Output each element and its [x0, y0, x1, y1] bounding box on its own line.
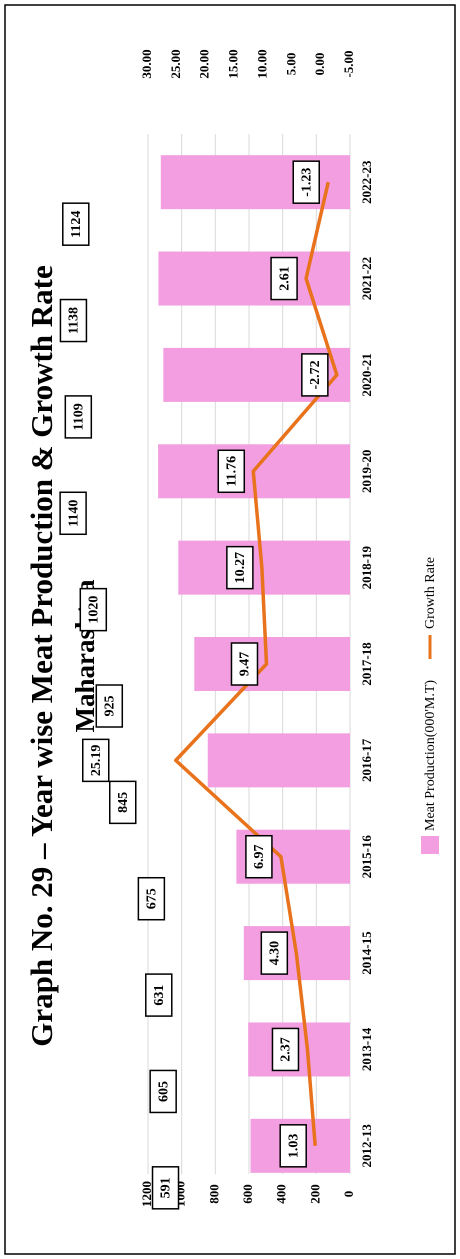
bar-value-label: 1124 — [69, 211, 84, 238]
y2-tick-label: 30.00 — [139, 49, 154, 78]
bar — [160, 155, 350, 210]
growth-line — [174, 181, 339, 1146]
line-value-label: -2.72 — [308, 360, 323, 389]
bar-value-label: 631 — [152, 985, 167, 1006]
line-value-label: 11.76 — [224, 456, 239, 487]
line-value-label-box — [301, 353, 329, 397]
line-value-label: 25.19 — [89, 745, 104, 777]
bar-value-label-box — [137, 876, 166, 921]
y2-tick-label: -5.00 — [341, 50, 356, 77]
y2-tick-label: 5.00 — [283, 53, 298, 76]
bar-value-label-box — [79, 587, 108, 632]
bar — [178, 540, 350, 595]
line-value-label: 2.61 — [277, 266, 292, 291]
legend-swatch-bar — [421, 836, 439, 854]
line-value-label-box — [226, 545, 254, 590]
bar-value-label: 845 — [116, 792, 131, 813]
x-tick-label: 2017-18 — [359, 642, 374, 686]
chart-title: Graph No. 29 – Year wise Meat Production… — [24, 265, 59, 1047]
line-value-label-box — [230, 642, 259, 686]
bar-value-label: 1138 — [67, 307, 82, 334]
x-tick-label: 2019-20 — [359, 450, 374, 493]
bar — [194, 637, 350, 691]
line-value-label-box — [292, 160, 320, 204]
line-value-label: 10.27 — [233, 552, 248, 584]
line-value-label: 6.97 — [252, 844, 267, 869]
x-tick-label: 2015-16 — [359, 835, 374, 879]
y2-tick-label: 20.00 — [197, 49, 212, 78]
line-value-label: 9.47 — [238, 652, 253, 677]
bar-value-label-box — [62, 202, 90, 246]
line-value-label: 1.03 — [286, 1134, 301, 1159]
bar-value-label-box — [59, 491, 87, 536]
y2-tick-label: 25.00 — [168, 49, 183, 78]
bar — [207, 733, 350, 788]
y-tick-label: 0 — [341, 1191, 356, 1198]
y2-tick-label: 15.00 — [226, 49, 241, 78]
bar-value-label: 591 — [159, 1177, 174, 1198]
line-value-label-box — [260, 931, 289, 975]
x-tick-label: 2014-15 — [359, 931, 374, 975]
bar-value-label: 1020 — [87, 596, 102, 624]
line-value-label-box — [270, 256, 298, 301]
x-tick-label: 2022-23 — [359, 160, 374, 204]
x-tick-label: 2020-21 — [359, 353, 374, 396]
bar-value-label-box — [149, 1069, 177, 1114]
y-tick-label: 1200 — [139, 1181, 154, 1207]
bar-value-label: 675 — [145, 888, 160, 909]
x-tick-label: 2021-22 — [359, 257, 374, 300]
bar-value-label: 925 — [103, 696, 118, 717]
y-tick-label: 200 — [307, 1184, 322, 1204]
bar — [158, 251, 350, 306]
line-value-label: 2.37 — [279, 1037, 294, 1062]
line-value-label-box — [217, 449, 246, 494]
bar-value-label: 1109 — [72, 403, 87, 430]
bar-value-label-box — [145, 973, 173, 1017]
line-value-label-box — [245, 834, 273, 879]
y-tick-label: 600 — [240, 1184, 255, 1204]
x-tick-label: 2013-14 — [359, 1027, 374, 1071]
line-value-label: 4.30 — [268, 941, 283, 966]
line-value-label-box — [271, 1027, 300, 1072]
bar-value-label-box — [95, 684, 124, 728]
line-value-label-box — [279, 1124, 307, 1168]
x-tick-label: 2012-13 — [359, 1124, 374, 1168]
y2-tick-label: 0.00 — [312, 53, 327, 76]
legend-label: Growth Rate — [423, 557, 438, 629]
y2-tick-label: 10.00 — [254, 49, 269, 78]
line-value-label-box — [82, 738, 110, 783]
bar-value-label: 605 — [156, 1081, 171, 1102]
bar-value-label-box — [59, 298, 88, 343]
y-tick-label: 400 — [274, 1184, 289, 1204]
bar-value-label: 1140 — [66, 500, 81, 527]
x-tick-label: 2018-19 — [359, 545, 374, 589]
line-value-label: -1.23 — [299, 168, 314, 197]
x-tick-label: 2016-17 — [359, 738, 374, 782]
bar-value-label-box — [109, 780, 137, 825]
bar-value-label-box — [64, 395, 93, 439]
bar-value-label-box — [151, 1166, 180, 1210]
legend-label: Meat Production(000'M.T) — [423, 680, 438, 831]
y-tick-label: 800 — [206, 1184, 221, 1204]
